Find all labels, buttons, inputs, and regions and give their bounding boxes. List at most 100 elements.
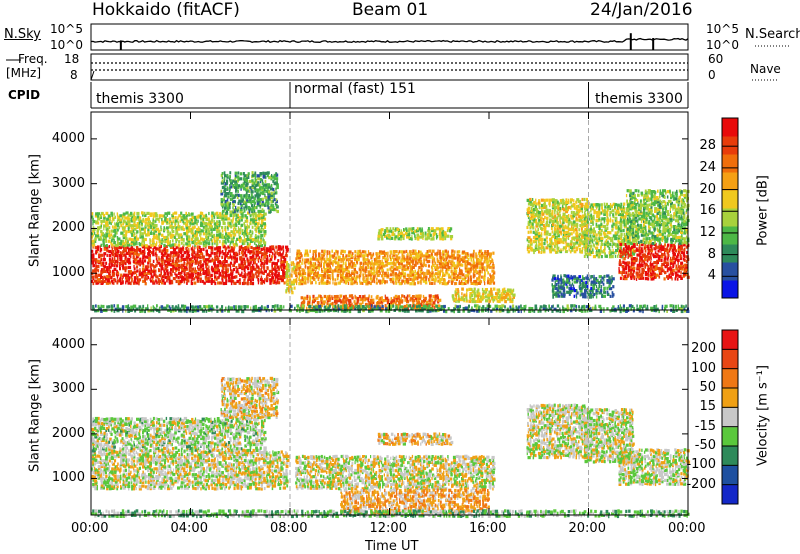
velocity-colorbar-bin-4 [722, 407, 738, 428]
power-region-11 [625, 189, 690, 246]
beam-title: Beam 01 [352, 0, 429, 20]
velocity-region-5 [377, 432, 454, 446]
velocity-region-0 [91, 450, 290, 491]
velocity-colorbar-frame [721, 329, 739, 505]
velocity-colorbar-tick-label-7: -200 [686, 476, 716, 492]
power-region-3 [285, 261, 297, 295]
nave-label: Nave [750, 62, 781, 76]
velocity-region-3 [295, 454, 496, 491]
velocity-region-4 [340, 488, 490, 515]
power-ytick-label-3: 4000 [51, 130, 85, 146]
velocity-colorbar-tick-label-4: -15 [694, 418, 716, 434]
power-region-13 [92, 304, 690, 314]
power-ytick-label-0: 1000 [51, 265, 85, 281]
power-region-4 [295, 249, 496, 286]
power-ytick-label-1: 2000 [51, 220, 85, 236]
mode-label-2: normal (fast) 151 [294, 81, 416, 97]
power-colorbar-bin-7 [722, 154, 738, 173]
mode-label-1: themis 3300 [96, 91, 184, 107]
cpid-label: CPID [8, 88, 41, 102]
velocity-region-7 [583, 408, 635, 464]
power-colorbar-bin-3 [722, 226, 738, 245]
velocity-colorbar-tick-label-0: 200 [691, 341, 716, 357]
time-tick-label-3: 12:00 [369, 521, 407, 536]
velocity-colorbar-tick-label-2: 50 [699, 380, 716, 395]
freq-label: Freq. [18, 52, 48, 66]
time-tick-label-4: 16:00 [469, 521, 507, 536]
power-region-7 [451, 287, 516, 304]
velocity-colorbar-bin-2 [722, 446, 738, 466]
power-region-1 [91, 211, 267, 248]
time-tick-label-1: 04:00 [170, 521, 208, 536]
time-tick-label-5: 20:00 [568, 521, 606, 536]
freq-tick-top: 18 [64, 52, 80, 66]
power-colorbar-bin-6 [722, 172, 738, 191]
nsky-trace [90, 37, 689, 44]
time-tick-label-2: 08:00 [270, 521, 308, 536]
freq-tick-bottom: 8 [70, 68, 78, 82]
nave-tick-top: 60 [708, 52, 724, 66]
nsearch-label: N.Search [745, 27, 800, 42]
nsky-tick-bottom: 10^0 [50, 38, 83, 52]
velocity-region-6 [526, 403, 591, 460]
velocity-colorbar-tick-label-1: 100 [691, 360, 716, 376]
velocity-ytick-label-0: 1000 [51, 470, 85, 486]
power-colorbar-tick-label-0: 4 [707, 268, 716, 284]
power-colorbar-bin-2 [722, 244, 738, 263]
velocity-ytick-label-1: 2000 [51, 425, 85, 441]
nsearch-tick-top: 10^5 [706, 22, 739, 36]
mode-label-3: themis 3300 [595, 91, 683, 107]
power-colorbar-tick-label-6: 28 [699, 138, 716, 154]
velocity-region-1 [91, 416, 267, 453]
power-colorbar-tick-label-1: 8 [707, 246, 716, 262]
power-colorbar-tick-label-2: 12 [699, 224, 716, 240]
power-colorbar-bin-5 [722, 190, 738, 209]
time-tick-label-0: 00:00 [71, 521, 109, 536]
freq-start-mark [90, 70, 95, 81]
power-region-8 [526, 197, 591, 255]
nsky-tick-top: 10^5 [50, 22, 83, 36]
power-region-10 [618, 242, 690, 281]
velocity-ytick-label-2: 3000 [51, 381, 85, 397]
velocity-colorbar-bin-3 [722, 426, 738, 447]
nave-tick-bottom: 0 [708, 68, 716, 82]
power-colorbar-bin-4 [722, 208, 738, 227]
velocity-colorbar-label: Velocity [m s⁻¹] [755, 365, 771, 466]
date-title: 24/Jan/2016 [590, 0, 693, 20]
power-ytick-label-2: 3000 [51, 175, 85, 191]
nsky-panel-frame [90, 23, 689, 51]
velocity-colorbar-bin-6 [722, 368, 738, 389]
power-region-6 [377, 227, 454, 241]
nsky-label: N.Sky [4, 27, 41, 42]
power-colorbar-tick-label-4: 20 [699, 181, 716, 197]
power-region-0 [91, 245, 289, 286]
nsearch-tick-bottom: 10^0 [706, 38, 739, 52]
freq-unit-label: [MHz] [6, 66, 42, 80]
power-colorbar-frame [721, 117, 739, 299]
velocity-colorbar-tick-label-3: 15 [699, 399, 716, 415]
power-colorbar-tick-label-3: 16 [699, 203, 716, 219]
power-colorbar-bin-8 [722, 136, 738, 155]
velocity-colorbar-tick-label-5: -50 [694, 438, 716, 453]
power-colorbar-bin-1 [722, 262, 738, 281]
velocity-region-8 [618, 448, 691, 487]
velocity-colorbar-bin-1 [722, 465, 738, 486]
velocity-colorbar-bin-0 [722, 484, 738, 505]
power-colorbar-label: Power [dB] [755, 175, 771, 246]
station-title: Hokkaido (fitACF) [92, 0, 240, 20]
power-ylabel: Slant Range [km] [27, 154, 43, 267]
velocity-colorbar-bin-7 [722, 349, 738, 370]
time-tick-label-6: 00:00 [668, 521, 706, 536]
velocity-colorbar-bin-5 [722, 388, 738, 408]
velocity-colorbar-tick-label-6: -100 [686, 457, 716, 473]
freq-panel-frame [90, 53, 689, 81]
power-colorbar-bin-9 [722, 118, 738, 137]
power-region-12 [551, 274, 615, 299]
velocity-ytick-label-3: 4000 [51, 336, 85, 352]
velocity-region-2 [220, 376, 280, 420]
power-region-2 [220, 171, 279, 214]
velocity-ylabel: Slant Range [km] [27, 359, 43, 472]
power-colorbar-tick-label-5: 24 [699, 159, 716, 175]
velocity-colorbar-bin-8 [722, 330, 738, 350]
